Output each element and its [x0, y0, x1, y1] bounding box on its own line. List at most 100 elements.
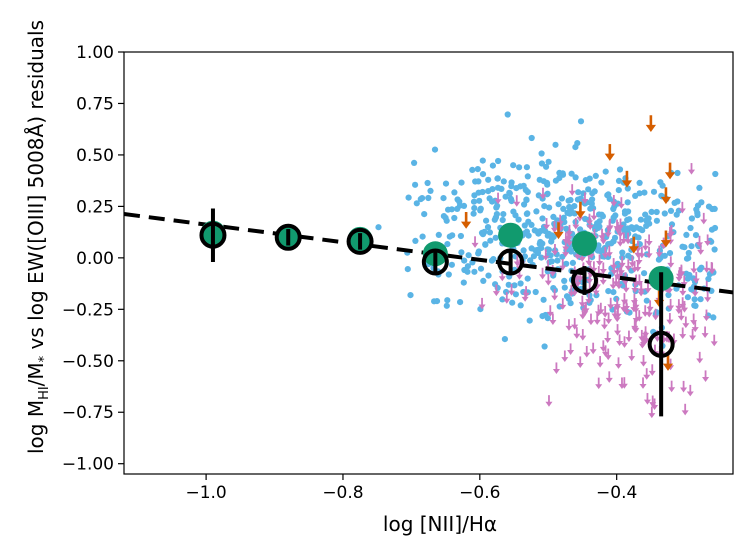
upper-limit-arrow-head — [616, 273, 624, 279]
detection-point — [710, 314, 717, 321]
upper-limit-arrow-head — [677, 315, 685, 321]
detection-point — [642, 211, 649, 218]
binned-all-marker — [274, 223, 302, 251]
upper-limit-arrow-head — [622, 305, 630, 311]
upper-limit-arrow-head — [614, 363, 623, 369]
strong-upper-limit-arrow-head — [645, 124, 657, 133]
upper-limit-arrow-head — [521, 296, 529, 302]
y-axis-label-part: vs log EW([OIII] 5008Å) residuals — [24, 20, 48, 356]
detection-point — [419, 195, 426, 202]
upper-limit-arrow-head — [587, 320, 595, 326]
detection-point — [550, 233, 557, 240]
detection-point — [661, 210, 668, 217]
detection-point — [504, 111, 511, 118]
detection-point — [653, 208, 660, 216]
upper-limit-arrow-head — [635, 281, 643, 286]
strong-upper-limit-arrow-head — [664, 172, 676, 180]
detection-point — [487, 237, 494, 244]
detection-point — [561, 219, 568, 226]
upper-limit-arrow-head — [632, 304, 640, 310]
detection-point — [404, 266, 411, 273]
detection-point — [566, 210, 573, 217]
detection-point — [470, 210, 477, 217]
detection-point — [541, 343, 548, 350]
upper-limit-arrow-head — [544, 280, 552, 286]
binned-detection-marker — [498, 222, 524, 248]
upper-limit-arrow-head — [572, 224, 580, 230]
detection-point — [475, 189, 482, 196]
upper-limit-arrow-head — [690, 268, 698, 274]
detection-point — [524, 173, 531, 180]
upper-limit-arrow-head — [620, 383, 628, 389]
detection-point — [509, 299, 516, 306]
detection-point — [708, 238, 715, 245]
detection-point — [697, 296, 704, 303]
upper-limit-arrow-head — [645, 312, 653, 318]
detection-point — [565, 295, 572, 302]
detection-point — [472, 178, 479, 185]
detection-point — [517, 280, 524, 287]
detection-point — [708, 226, 716, 233]
upper-limit-arrow-head — [651, 405, 659, 411]
upper-limit-arrow-head — [593, 319, 601, 325]
detection-point — [544, 315, 551, 322]
upper-limit-arrow-head — [559, 304, 567, 310]
upper-limit-arrow-head — [623, 309, 631, 315]
detection-point — [688, 286, 695, 293]
upper-limit-arrow-head — [542, 255, 550, 261]
upper-limit-arrow-head — [679, 303, 687, 309]
detection-point — [556, 175, 563, 182]
detection-point — [526, 317, 533, 324]
detection-point — [532, 288, 539, 296]
detection-point — [528, 134, 535, 142]
detection-point — [460, 279, 467, 286]
detection-point — [591, 188, 598, 195]
y-axis-label-part: log M — [24, 400, 48, 454]
detection-point — [712, 170, 719, 178]
detection-point — [471, 205, 478, 212]
detection-point — [411, 159, 418, 166]
detection-point — [692, 232, 700, 239]
upper-limit-arrow-head — [601, 253, 609, 259]
upper-limit-arrow-head — [605, 226, 613, 232]
detection-point — [470, 198, 478, 205]
upper-limit-arrow-head — [578, 256, 586, 262]
detection-point — [688, 215, 696, 222]
upper-limit-arrow-head — [578, 302, 586, 308]
detection-point — [605, 288, 612, 295]
upper-limit-arrow-head — [639, 383, 647, 389]
detection-point — [512, 291, 520, 298]
detection-point — [696, 184, 703, 191]
upper-limit-arrow-head — [515, 274, 523, 280]
detection-point — [484, 224, 492, 231]
upper-limit-arrow-head — [680, 387, 688, 393]
upper-limit-arrow-head — [631, 267, 639, 273]
upper-limit-arrow-head — [620, 299, 628, 305]
detection-point — [619, 282, 627, 289]
upper-limit-arrow-head — [585, 260, 593, 266]
detection-point — [602, 168, 609, 175]
strong-upper-limit-arrow-head — [628, 246, 639, 254]
upper-limit-arrow-head — [680, 307, 689, 313]
detection-point — [616, 166, 624, 173]
detection-point — [592, 172, 599, 179]
upper-limit-arrow-head — [638, 253, 646, 259]
detection-point — [688, 243, 695, 250]
detection-point — [571, 203, 578, 210]
upper-limit-arrow-head — [586, 225, 594, 230]
detection-point — [407, 292, 414, 299]
upper-limit-arrow-head — [576, 216, 584, 222]
upper-limit-arrow-head — [635, 316, 643, 322]
detection-point — [540, 296, 547, 303]
upper-limit-arrow-head — [576, 276, 584, 282]
upper-limit-arrow-head — [579, 335, 587, 341]
detection-point — [506, 189, 513, 196]
strong-upper-limit-arrow-head — [662, 363, 674, 371]
detection-point — [475, 250, 482, 257]
detection-point — [598, 179, 605, 186]
upper-limit-arrow-head — [691, 291, 699, 297]
detection-point — [457, 299, 464, 306]
detection-point — [464, 268, 471, 275]
detection-point — [494, 175, 501, 182]
detection-point — [515, 216, 522, 223]
